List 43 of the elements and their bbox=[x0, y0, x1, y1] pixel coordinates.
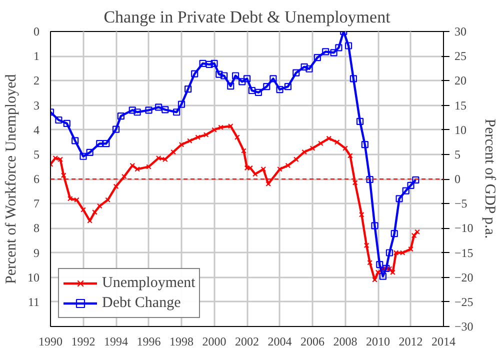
y2-tick-label: −25 bbox=[454, 294, 474, 309]
x-tick-label: 2008 bbox=[333, 334, 358, 348]
y-tick-label: 4 bbox=[34, 122, 40, 137]
y2-tick-label: −20 bbox=[454, 270, 474, 284]
y2-tick-label: 10 bbox=[454, 122, 466, 137]
y2-tick-label: −5 bbox=[454, 196, 468, 211]
y-axis-title: Percent of Workforce Unemployed bbox=[4, 74, 20, 284]
y2-tick-label: 20 bbox=[454, 74, 466, 88]
y-tick-label: 1 bbox=[34, 49, 40, 64]
legend-label: Unemployment bbox=[102, 274, 196, 292]
y-tick-label: 6 bbox=[34, 172, 40, 186]
x-tick-label: 1992 bbox=[71, 334, 96, 348]
y2-tick-label: 25 bbox=[454, 49, 466, 64]
x-tick-label: 2006 bbox=[300, 334, 324, 348]
x-tick-label: 1998 bbox=[170, 334, 194, 348]
y2-tick-label: −30 bbox=[454, 320, 474, 334]
x-tick-label: 1990 bbox=[38, 334, 62, 348]
y-tick-label: 8 bbox=[34, 221, 40, 236]
y-tick-label: 11 bbox=[28, 294, 40, 309]
x-tick-label: 2004 bbox=[268, 334, 292, 348]
y-tick-label: 9 bbox=[34, 246, 40, 260]
y2-tick-label: 5 bbox=[454, 147, 460, 162]
chart-title: Change in Private Debt & Unemployment bbox=[104, 8, 391, 26]
x-tick-label: 2012 bbox=[398, 334, 423, 348]
y-tick-label: 0 bbox=[34, 24, 40, 38]
y2-tick-label: 0 bbox=[454, 172, 460, 186]
y2-tick-label: −10 bbox=[454, 221, 474, 236]
y-tick-label: 2 bbox=[34, 74, 40, 88]
y2-axis-title: Percent of GDP p.a. bbox=[481, 118, 498, 239]
x-tick-label: 2000 bbox=[202, 334, 226, 348]
x-tick-label: 1994 bbox=[104, 334, 128, 348]
y2-tick-label: −15 bbox=[454, 246, 474, 260]
x-tick-label: 2014 bbox=[432, 334, 456, 348]
y2-tick-label: 15 bbox=[454, 98, 466, 112]
x-tick-label: 2002 bbox=[235, 334, 259, 348]
y-tick-label: 7 bbox=[34, 196, 40, 211]
y-tick-label: 10 bbox=[28, 270, 40, 284]
y-tick-label: 3 bbox=[34, 98, 40, 112]
x-tick-label: 2010 bbox=[366, 334, 390, 348]
y-tick-label: 5 bbox=[34, 147, 40, 162]
y2-tick-label: 30 bbox=[454, 24, 466, 38]
x-tick-label: 1996 bbox=[136, 334, 161, 348]
legend-label: Debt Change bbox=[102, 294, 181, 312]
